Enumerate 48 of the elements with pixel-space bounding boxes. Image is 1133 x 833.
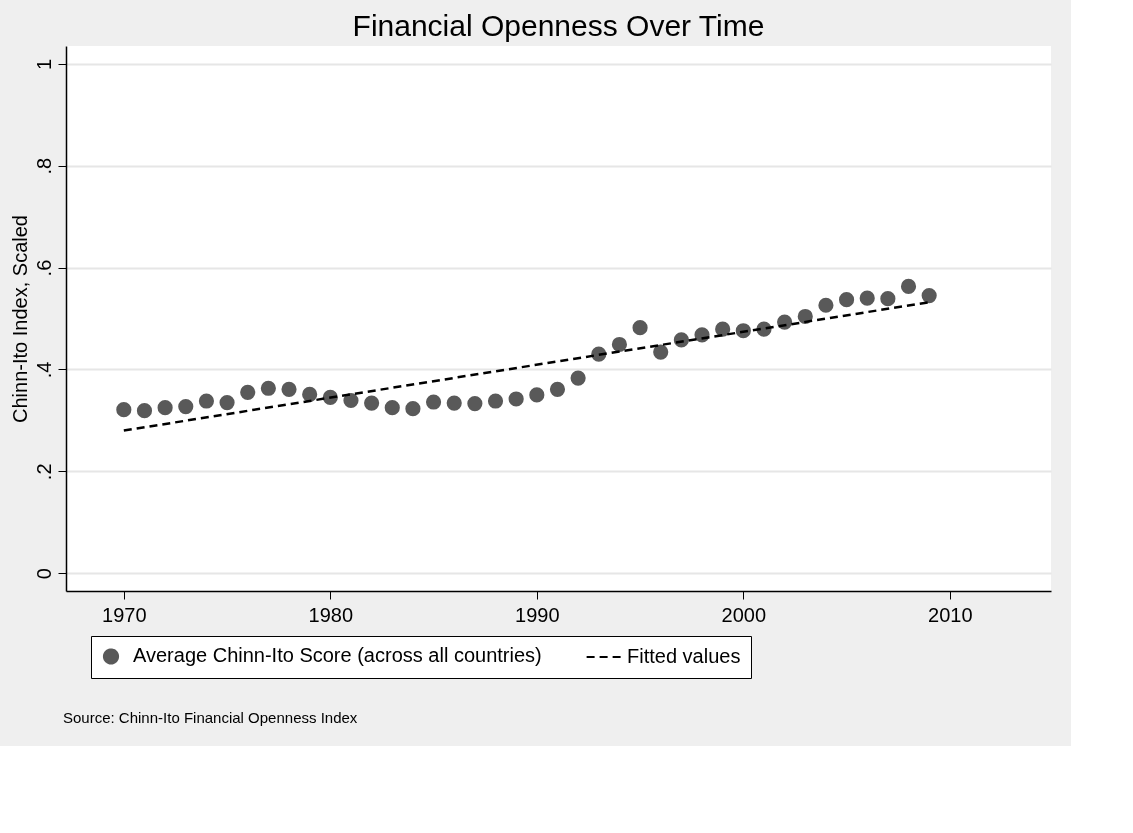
point — [487, 393, 504, 409]
x-tick-label: 2000 — [721, 603, 767, 626]
point — [136, 403, 153, 419]
point — [198, 393, 214, 409]
y-tick-label: 0 — [32, 568, 55, 580]
y-tick-label: 1 — [32, 58, 55, 70]
y-tick-label: .6 — [32, 259, 55, 277]
point — [425, 394, 442, 410]
point — [219, 394, 235, 411]
point — [302, 386, 318, 402]
point — [549, 381, 566, 397]
legend-label: Average Chinn-Ito Score (across all countries) — [133, 644, 542, 667]
x-tick-label: 2010 — [928, 603, 973, 626]
point — [281, 381, 297, 397]
legend-label: Fitted values — [627, 645, 741, 667]
point — [900, 278, 917, 294]
point — [838, 292, 855, 308]
point — [715, 321, 731, 337]
point — [157, 400, 173, 416]
point — [240, 384, 256, 400]
point — [446, 395, 462, 411]
point — [260, 380, 276, 396]
point — [611, 336, 627, 353]
point — [921, 288, 937, 304]
point — [818, 297, 834, 313]
point — [632, 320, 648, 336]
point — [384, 400, 400, 416]
point — [405, 401, 421, 417]
point — [508, 391, 524, 407]
point — [116, 402, 132, 418]
point — [859, 290, 875, 306]
y-tick-label: .8 — [32, 157, 55, 175]
point — [467, 395, 483, 412]
point — [880, 291, 896, 307]
x-tick-label: 1970 — [102, 603, 147, 626]
x-tick-label: 1980 — [308, 603, 354, 626]
x-tick-label: 1990 — [515, 603, 560, 626]
y-tick-label: .2 — [32, 463, 55, 481]
point — [529, 387, 545, 403]
point — [570, 370, 586, 386]
point — [178, 399, 194, 415]
chart-title: Financial Openness Over Time — [352, 9, 765, 42]
point — [364, 395, 380, 411]
y-tick-label: .4 — [32, 361, 55, 379]
point — [343, 392, 359, 409]
source-note: Source: Chinn-Ito Financial Openness Index — [63, 709, 358, 726]
point — [653, 344, 669, 360]
y-axis-title: Chinn-Ito Index, Scaled — [8, 215, 31, 423]
